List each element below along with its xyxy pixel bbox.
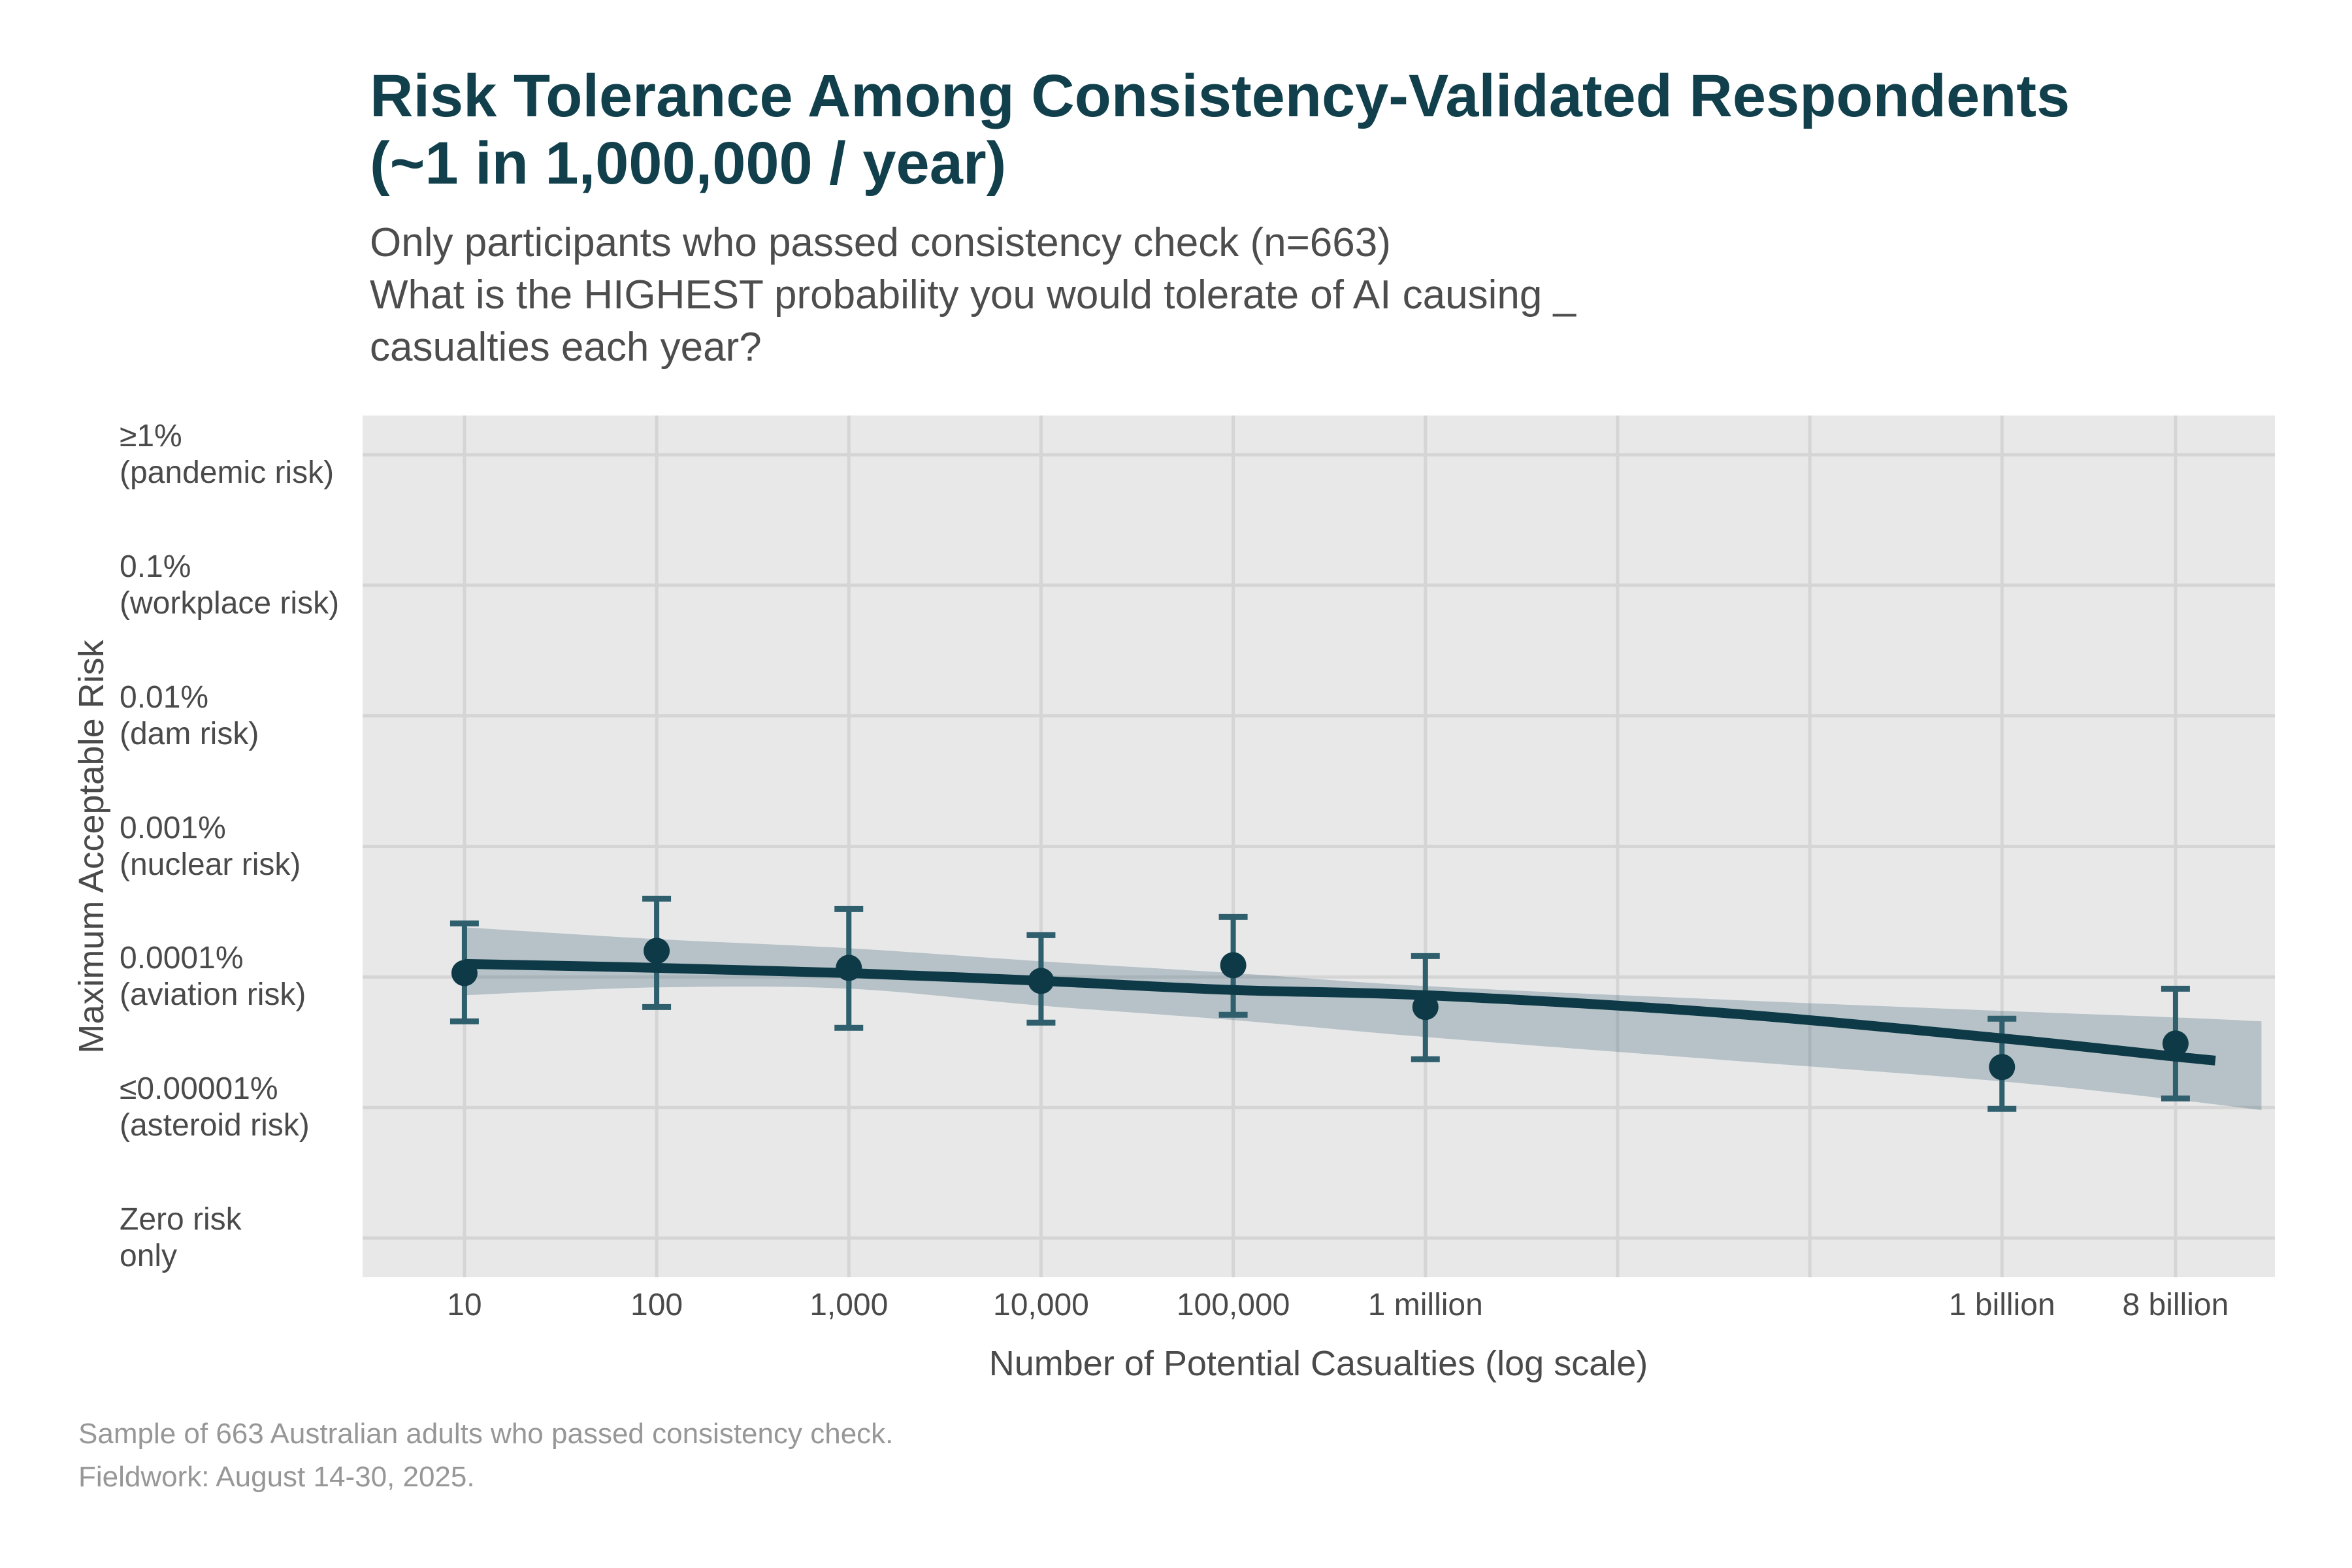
y-tick-label: 0.01% (dam risk): [120, 679, 259, 753]
data-point: [1028, 968, 1054, 994]
x-tick-label: 1,000: [809, 1288, 889, 1322]
y-tick-value: ≤0.00001%: [120, 1071, 278, 1107]
y-tick-context: (pandemic risk): [120, 455, 335, 490]
data-point: [2162, 1030, 2189, 1057]
y-tick-value: Zero risk: [120, 1202, 242, 1237]
sample-note: Sample of 663 Australian adults who pass…: [78, 1418, 894, 1450]
data-point: [1412, 994, 1439, 1021]
y-tick-label: 0.1% (workplace risk): [120, 549, 339, 622]
trend-line: [464, 958, 2216, 1066]
y-tick-context: only: [120, 1239, 178, 1274]
data-point: [1220, 952, 1247, 979]
data-point: [1989, 1054, 2016, 1081]
x-axis-title: Number of Potential Casualties (log scal…: [988, 1344, 1648, 1383]
chart-subtitle-line1: Only participants who passed consistency…: [370, 220, 1391, 265]
x-tick-label: 10,000: [993, 1288, 1089, 1322]
chart-title: Risk Tolerance Among Consistency-Validat…: [370, 63, 2070, 197]
x-tick-label: 1 million: [1367, 1288, 1483, 1322]
chart-title-line1: Risk Tolerance Among Consistency-Validat…: [370, 63, 2070, 129]
x-tick-label: 100: [630, 1288, 683, 1322]
y-tick-context: (nuclear risk): [120, 847, 301, 882]
chart-subtitle-line2: What is the HIGHEST probability you woul…: [370, 272, 1576, 318]
x-tick-label: 8 billion: [2122, 1288, 2229, 1322]
y-tick-value: ≥1%: [120, 418, 182, 453]
y-tick-context: (dam risk): [120, 716, 259, 751]
y-tick-context: (aviation risk): [120, 977, 306, 1013]
data-point: [644, 938, 670, 964]
x-tick-label: 100,000: [1176, 1288, 1290, 1322]
y-tick-context: (workplace risk): [120, 585, 340, 621]
chart-title-line2: (~1 in 1,000,000 / year): [370, 130, 1007, 197]
y-tick-label: ≥1% (pandemic risk): [120, 418, 334, 491]
y-tick-value: 0.001%: [120, 810, 226, 845]
y-tick-label: Zero risk only: [120, 1201, 242, 1275]
y-tick-label: ≤0.00001% (asteroid risk): [120, 1071, 310, 1144]
y-tick-label: 0.001% (nuclear risk): [120, 810, 301, 883]
y-tick-value: 0.1%: [120, 549, 191, 584]
chart-subtitle-line3: casualties each year?: [370, 325, 762, 370]
y-tick-label: 0.0001% (aviation risk): [120, 940, 306, 1013]
y-tick-value: 0.01%: [120, 679, 209, 715]
fieldwork-note: Fieldwork: August 14-30, 2025.: [78, 1461, 475, 1493]
y-tick-context: (asteroid risk): [120, 1108, 310, 1143]
chart-subtitle: Only participants who passed consistency…: [370, 217, 1576, 374]
y-axis-title: Maximum Acceptable Risk: [72, 640, 111, 1054]
x-tick-label: 10: [447, 1288, 482, 1322]
y-tick-value: 0.0001%: [120, 941, 244, 976]
data-point: [836, 955, 862, 981]
data-point: [451, 960, 478, 987]
x-tick-label: 1 billion: [1948, 1288, 2055, 1322]
